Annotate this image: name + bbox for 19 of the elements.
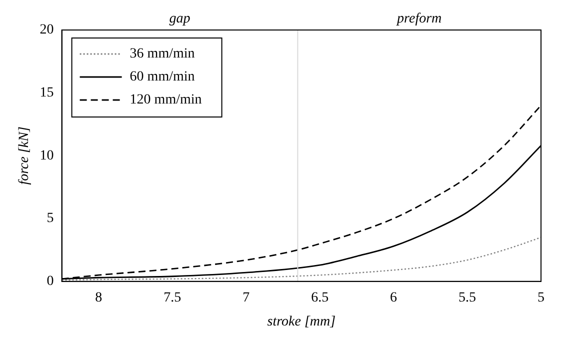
x-tick-label: 7 xyxy=(242,290,250,306)
x-tick-label: 8 xyxy=(95,290,102,306)
x-tick-label: 5.5 xyxy=(458,290,476,306)
legend-label: 60 mm/min xyxy=(130,70,195,85)
x-tick-label: 6 xyxy=(390,290,398,306)
legend-label: 36 mm/min xyxy=(130,46,195,62)
text: preform xyxy=(396,12,442,27)
text: gap xyxy=(169,12,190,27)
y-tick-label: 15 xyxy=(40,86,54,101)
y-axis-title: force [kN] xyxy=(17,126,32,185)
y-tick-label: 20 xyxy=(40,22,54,38)
x-tick-label: 5 xyxy=(538,290,544,306)
y-tick-label: 5 xyxy=(46,211,54,226)
x-tick-label: 6.5 xyxy=(311,290,329,306)
legend-label: 120 mm/min xyxy=(130,92,202,108)
y-tick-label: 10 xyxy=(40,148,54,164)
y-tick-label: 0 xyxy=(46,274,54,290)
x-axis-title: stroke [mm] xyxy=(267,314,336,330)
x-tick-label: 7.5 xyxy=(164,290,182,306)
